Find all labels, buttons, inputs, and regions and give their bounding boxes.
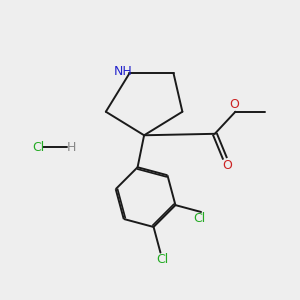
Text: O: O xyxy=(222,159,232,172)
Text: Cl: Cl xyxy=(194,212,206,225)
Text: O: O xyxy=(229,98,239,111)
Text: NH: NH xyxy=(113,64,132,78)
Text: H: H xyxy=(66,141,76,154)
Text: Cl: Cl xyxy=(32,141,44,154)
Text: Cl: Cl xyxy=(156,253,168,266)
